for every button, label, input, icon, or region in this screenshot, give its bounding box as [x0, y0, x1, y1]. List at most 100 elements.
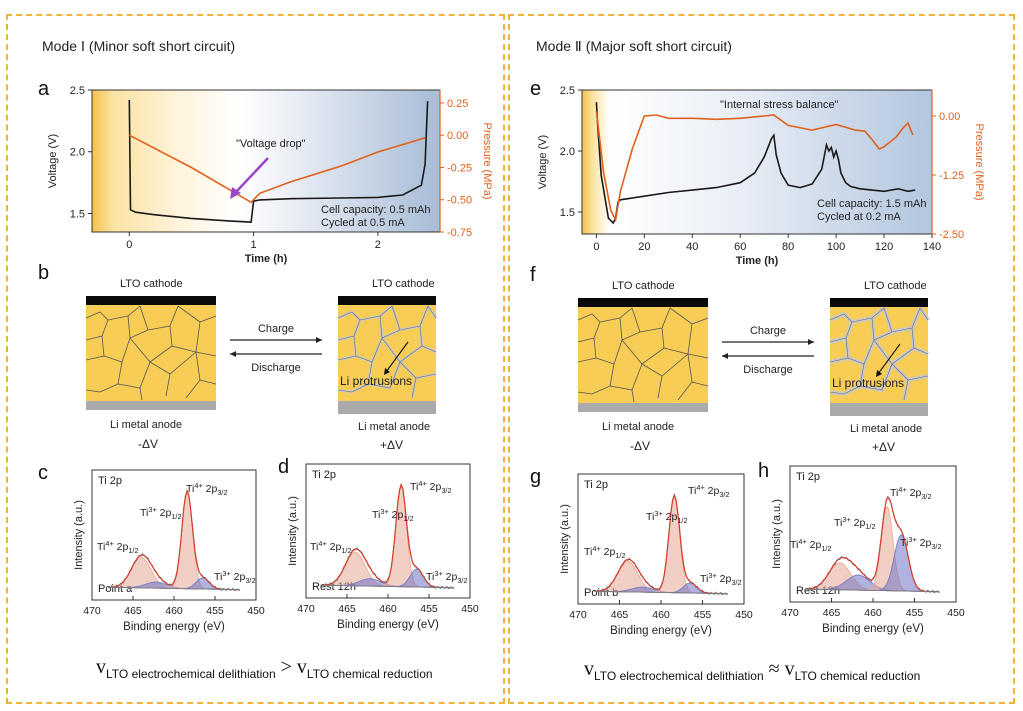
- discharge-arrowhead: [230, 351, 236, 357]
- y-tick-label: 2.5: [70, 85, 85, 97]
- x-tick-label: 455: [206, 605, 224, 617]
- protrusion-label: Li protrusions: [340, 374, 412, 388]
- grain-boundary: [85, 311, 109, 321]
- x-tick-label: 465: [823, 607, 841, 619]
- annotation-current: Cycled at 0.2 mA: [817, 211, 901, 223]
- right-delta-v: +ΔV: [380, 438, 403, 452]
- grain-boundary: [195, 351, 217, 357]
- charge-arrowhead: [316, 337, 322, 343]
- grain-boundary: [411, 377, 417, 399]
- y2-tick-label: -0.50: [447, 195, 472, 207]
- grain-boundary: [903, 379, 909, 401]
- core-level-label: Ti 2p: [796, 471, 820, 483]
- x-tick-label: 465: [124, 605, 142, 617]
- mode-1-frame: [6, 14, 505, 704]
- right-cathode-label: LTO cathode: [372, 278, 435, 290]
- peak-label: Ti3+ 2p1/2: [140, 505, 182, 521]
- grain-boundary: [117, 337, 151, 389]
- grain-boundary: [631, 389, 635, 403]
- x-tick-label: 20: [638, 241, 650, 253]
- protrusion-pointer-head: [384, 368, 390, 375]
- grain-boundary: [139, 387, 143, 401]
- xps-d: 470 465 460 455 450 Binding energy (eV) Intens…: [287, 463, 479, 631]
- x-axis-label: Binding energy (eV): [123, 621, 225, 633]
- y2-tick-label: -0.75: [447, 227, 472, 239]
- eq1-op: >: [275, 656, 297, 678]
- right-delta-v: +ΔV: [872, 440, 895, 454]
- panel-label-a: a: [38, 78, 50, 100]
- series-voltage-line: [128, 99, 429, 223]
- right-grain-block: [338, 305, 436, 401]
- panel-label-c: c: [38, 462, 48, 484]
- grain-boundary: [577, 391, 593, 395]
- left-anode-label: Li metal anode: [110, 419, 182, 431]
- left-cathode-bar: [86, 296, 216, 305]
- x-axis-label: Time (h): [736, 255, 779, 267]
- peak-label: Ti4+ 2p1/2: [310, 539, 352, 555]
- y-axis-label: Voltage (V): [537, 135, 549, 189]
- xps-g: 470 465 460 455 450 Binding energy (eV) Intens…: [559, 473, 753, 637]
- baseline: [108, 586, 240, 591]
- x-tick-label: 460: [165, 605, 183, 617]
- grain-boundary: [829, 391, 845, 395]
- grain-boundary: [641, 347, 665, 365]
- x-tick-label: 460: [652, 609, 670, 621]
- panel-label-e: e: [530, 78, 542, 100]
- grain-boundary: [609, 339, 643, 391]
- peak-label: Ti4+ 2p3/2: [410, 479, 452, 495]
- fit-envelope: [322, 483, 454, 589]
- grain-boundary: [149, 345, 173, 363]
- right-anode-label: Li metal anode: [358, 421, 430, 433]
- annotation-capacity: Cell capacity: 0.5 mAh: [321, 204, 430, 216]
- mode-2-title: Mode Ⅱ (Major soft short circuit): [536, 38, 732, 54]
- eq2-v: v: [584, 658, 594, 680]
- grain-boundary: [107, 305, 141, 321]
- grain-boundary: [337, 311, 361, 321]
- x-tick-label: 120: [875, 241, 893, 253]
- chart-e: 0 20 40 60 80 100 120 140 1.5 2.0 2.5 -2.50 -1.25 0.0…: [537, 85, 985, 267]
- panel-label-b: b: [38, 262, 50, 284]
- xps-c-frame: [91, 469, 257, 601]
- x-tick-label: 470: [297, 603, 315, 615]
- x-tick-label: 40: [686, 241, 698, 253]
- fit-envelope: [594, 493, 728, 595]
- discharge-label: Discharge: [743, 364, 793, 376]
- fit-envelope: [108, 489, 240, 591]
- eq1-v2: v: [296, 656, 307, 678]
- protrusion-label: Li protrusions: [832, 376, 904, 390]
- left-cathode-bar: [578, 298, 708, 307]
- core-level-label: Ti 2p: [584, 479, 608, 491]
- panel-label-f: f: [530, 264, 536, 286]
- grain-boundary: [687, 353, 709, 359]
- left-anode-bar: [578, 403, 708, 412]
- x-tick-label: 470: [569, 609, 587, 621]
- right-anode-bar: [338, 401, 436, 414]
- grain-boundary: [427, 305, 437, 319]
- grain-boundary: [859, 339, 893, 391]
- y2-tick-label: -2.50: [939, 229, 964, 241]
- grain-boundary: [657, 375, 663, 399]
- panel-label-g: g: [530, 466, 542, 488]
- grain-boundary: [891, 347, 929, 365]
- xps-c: 470 465 460 455 450 Binding energy (eV) Intens…: [73, 469, 265, 633]
- peak-label: Ti4+ 2p3/2: [688, 483, 730, 499]
- eq1-sub2: LTO chemical reduction: [306, 667, 433, 681]
- y2-axis-label: Pressure (MPa): [973, 123, 985, 200]
- protrusion-pointer-head: [876, 370, 882, 377]
- grain-boundary: [185, 379, 201, 399]
- grain-boundary: [85, 389, 101, 393]
- x-tick-label: 450: [461, 603, 479, 615]
- grain-boundary: [391, 305, 401, 331]
- mode-2-frame: [508, 14, 1015, 704]
- x-axis-label: Binding energy (eV): [337, 619, 439, 631]
- protrusion-pointer: [877, 343, 901, 375]
- x-tick-label: 140: [923, 241, 941, 253]
- right-cathode-bar: [338, 296, 436, 305]
- x-tick-label: 100: [827, 241, 845, 253]
- eq1-sub1: LTO electrochemical delithiation: [106, 667, 276, 681]
- peak-label: Ti3+ 2p3/2: [426, 569, 468, 585]
- x-tick-label: 60: [734, 241, 746, 253]
- baseline: [594, 590, 728, 595]
- eq2-op: ≈: [763, 658, 785, 680]
- baseline: [322, 584, 454, 589]
